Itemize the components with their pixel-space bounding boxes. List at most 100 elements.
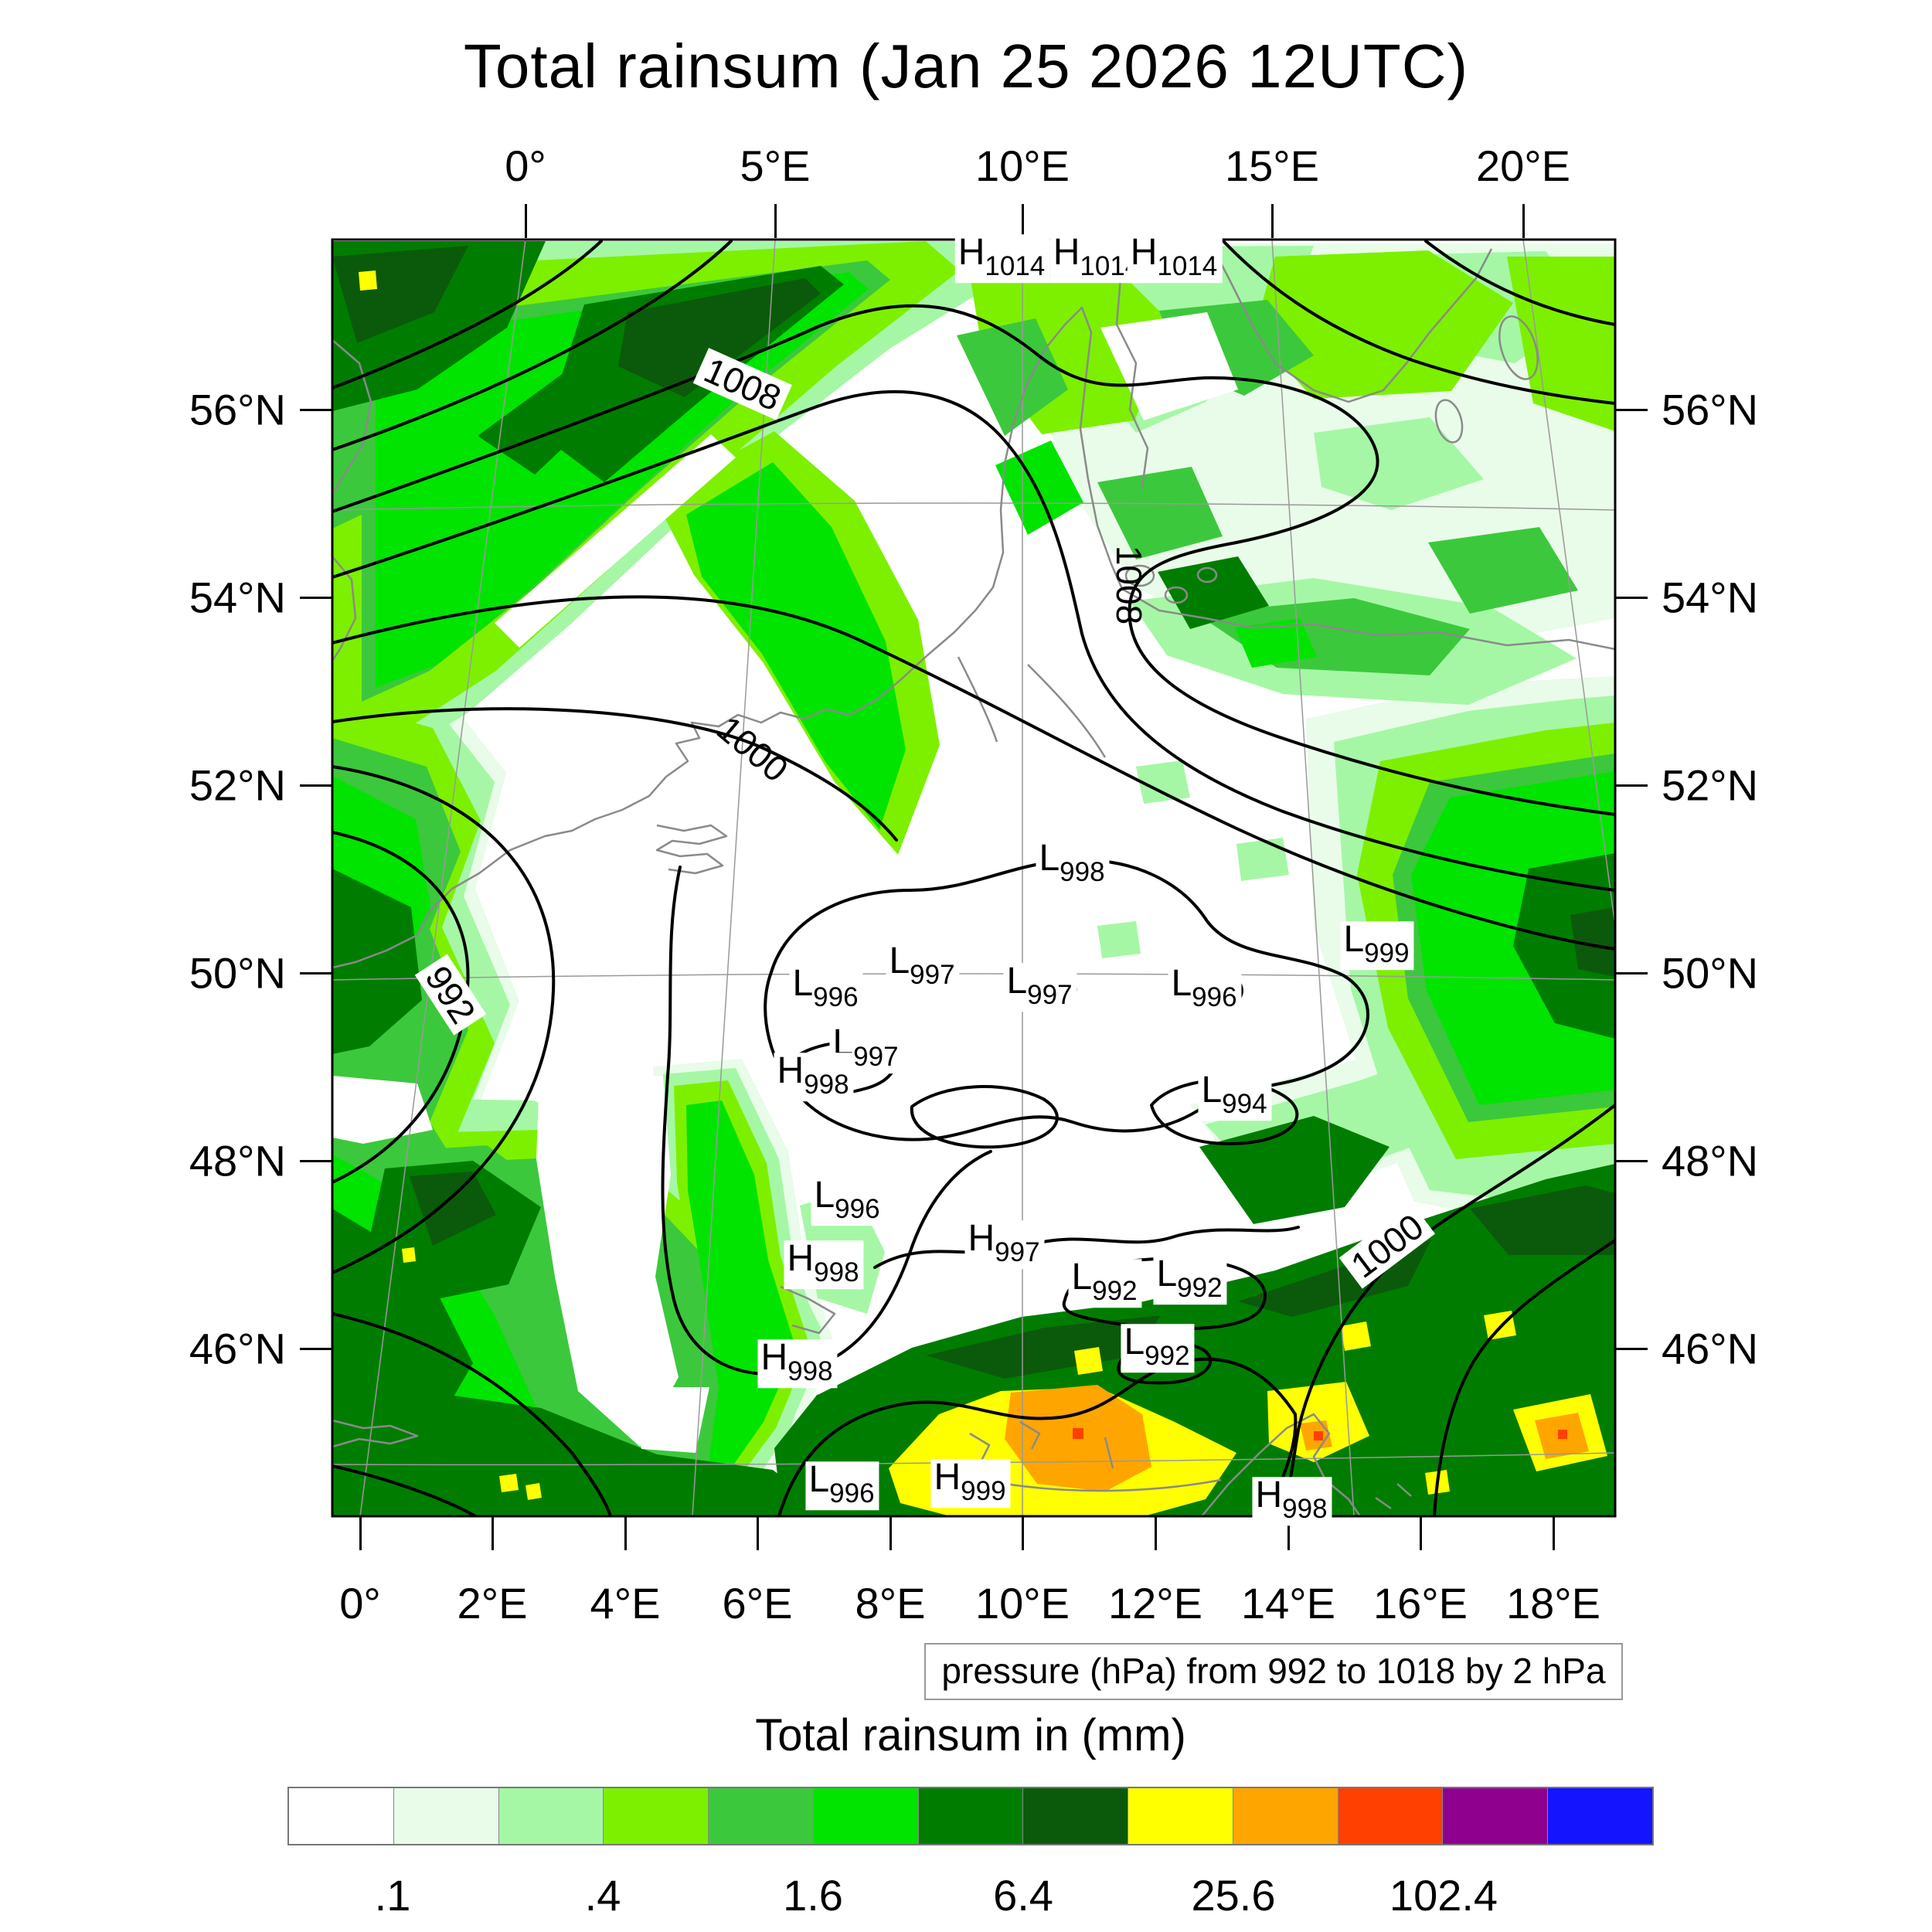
colorbar — [287, 1787, 1654, 1845]
pressure-letter: H — [934, 1457, 961, 1498]
pressure-value: 992 — [1092, 1276, 1138, 1307]
bottom-axis-label: 10°E — [975, 1579, 1070, 1628]
pressure-value: 998 — [804, 1070, 849, 1100]
pressure-letter: H — [957, 232, 985, 274]
colorbar-cell — [603, 1788, 709, 1844]
bottom-axis-tick — [889, 1516, 892, 1550]
top-axis-tick — [524, 204, 527, 238]
pressure-letter: L — [1171, 963, 1192, 1005]
pressure-center-l997: L997 — [1003, 963, 1077, 1012]
right-axis-label: 50°N — [1662, 948, 1759, 998]
pressure-center-h1014: H1014 — [1127, 232, 1223, 284]
pressure-value: 998 — [814, 1257, 859, 1288]
pressure-legend-text: pressure (hPa) from 992 to 1018 by 2 hPa — [941, 1651, 1606, 1691]
colorbar-cell — [1337, 1788, 1443, 1844]
top-axis-label: 20°E — [1475, 141, 1571, 190]
right-axis-tick — [1615, 1347, 1648, 1350]
bottom-axis-tick — [359, 1516, 362, 1550]
bottom-axis-tick — [624, 1516, 627, 1550]
top-axis-label: 15°E — [1224, 141, 1320, 190]
pressure-center-l992: L992 — [1121, 1324, 1195, 1373]
pressure-letter: L — [1071, 1257, 1093, 1298]
bottom-axis-label: 6°E — [722, 1579, 793, 1628]
colorbar-cell — [289, 1788, 393, 1844]
pressure-value: 997 — [1027, 980, 1073, 1011]
pressure-value: 992 — [1177, 1273, 1223, 1304]
pressure-center-l998: L998 — [1036, 840, 1110, 889]
pressure-value: 997 — [853, 1042, 899, 1073]
pressure-value: 998 — [1060, 857, 1105, 888]
pressure-letter: H — [1130, 232, 1158, 274]
pressure-value: 996 — [813, 982, 859, 1013]
bottom-axis-label: 8°E — [855, 1579, 926, 1628]
pressure-value: 996 — [829, 1478, 875, 1509]
right-axis-label: 52°N — [1662, 760, 1759, 810]
colorbar-cell — [1128, 1788, 1233, 1844]
pressure-center-l996: L996 — [811, 1177, 885, 1226]
colorbar-title: Total rainsum in (mm) — [755, 1710, 1186, 1760]
pressure-value: 998 — [787, 1356, 833, 1387]
colorbar-cell — [1547, 1788, 1652, 1844]
colorbar-cell — [498, 1788, 604, 1844]
top-axis-label: 0° — [505, 141, 546, 190]
right-axis-label: 56°N — [1662, 385, 1759, 434]
pressure-center-l994: L994 — [1198, 1070, 1272, 1121]
left-axis-label: 54°N — [189, 573, 286, 622]
pressure-value: 999 — [1364, 938, 1410, 969]
bottom-axis-tick — [1021, 1516, 1024, 1550]
pressure-value: 994 — [1222, 1089, 1267, 1120]
pressure-letter: L — [1156, 1253, 1178, 1295]
pressure-value: 1014 — [985, 251, 1046, 282]
pressure-center-l999: L999 — [1340, 919, 1414, 971]
pressure-center-l996: L996 — [805, 1461, 879, 1511]
colorbar-tick-label: .4 — [584, 1871, 621, 1920]
top-axis-label: 10°E — [975, 141, 1070, 190]
left-axis-tick — [300, 971, 332, 975]
pressure-letter: H — [1255, 1475, 1283, 1516]
right-axis-tick — [1615, 596, 1648, 599]
right-axis-tick — [1615, 971, 1648, 975]
left-axis-tick — [300, 1347, 332, 1350]
pressure-letter: L — [1201, 1070, 1223, 1111]
right-axis-label: 48°N — [1662, 1136, 1759, 1185]
colorbar-cell — [1232, 1788, 1338, 1844]
pressure-center-h998: H998 — [784, 1240, 864, 1290]
pressure-value: 996 — [835, 1194, 880, 1225]
bottom-axis-tick — [756, 1516, 759, 1550]
pressure-center-h998: H998 — [1252, 1477, 1332, 1526]
pressure-letter: L — [1343, 919, 1365, 961]
pressure-center-h1014: H1014 — [954, 232, 1050, 284]
bottom-axis-label: 18°E — [1505, 1579, 1601, 1628]
bottom-axis-label: 2°E — [457, 1579, 528, 1628]
colorbar-cell — [708, 1788, 813, 1844]
pressure-letter: H — [1053, 232, 1080, 274]
colorbar-tick-label: 1.6 — [783, 1871, 843, 1920]
pressure-letter: H — [777, 1050, 804, 1092]
left-axis-label: 52°N — [189, 760, 286, 810]
pressure-center-l996: L996 — [1168, 963, 1242, 1015]
top-axis-tick — [774, 204, 777, 238]
top-axis-tick — [1270, 204, 1274, 238]
bottom-axis-label: 12°E — [1107, 1579, 1203, 1628]
pressure-value: 996 — [1192, 982, 1237, 1013]
pressure-value: 1014 — [1157, 251, 1218, 282]
colorbar-cell — [1442, 1788, 1548, 1844]
top-axis-tick — [1021, 204, 1024, 238]
page-title: Total rainsum (Jan 25 2026 12UTC) — [463, 32, 1469, 100]
left-axis-label: 48°N — [189, 1136, 286, 1185]
pressure-center-l992: L992 — [1068, 1257, 1142, 1308]
pressure-letter: L — [1006, 961, 1028, 1002]
pressure-letter: L — [889, 940, 910, 982]
right-axis-tick — [1615, 408, 1648, 411]
bottom-axis-tick — [1552, 1516, 1555, 1550]
pressure-value: 997 — [995, 1237, 1040, 1268]
left-axis-tick — [300, 408, 332, 411]
pressure-value: 997 — [910, 960, 955, 991]
pressure-center-l996: L996 — [789, 965, 863, 1015]
right-axis-label: 54°N — [1662, 573, 1759, 622]
colorbar-tick-label: 102.4 — [1389, 1871, 1498, 1920]
top-axis-tick — [1522, 204, 1525, 238]
pressure-value: 992 — [1145, 1341, 1190, 1372]
